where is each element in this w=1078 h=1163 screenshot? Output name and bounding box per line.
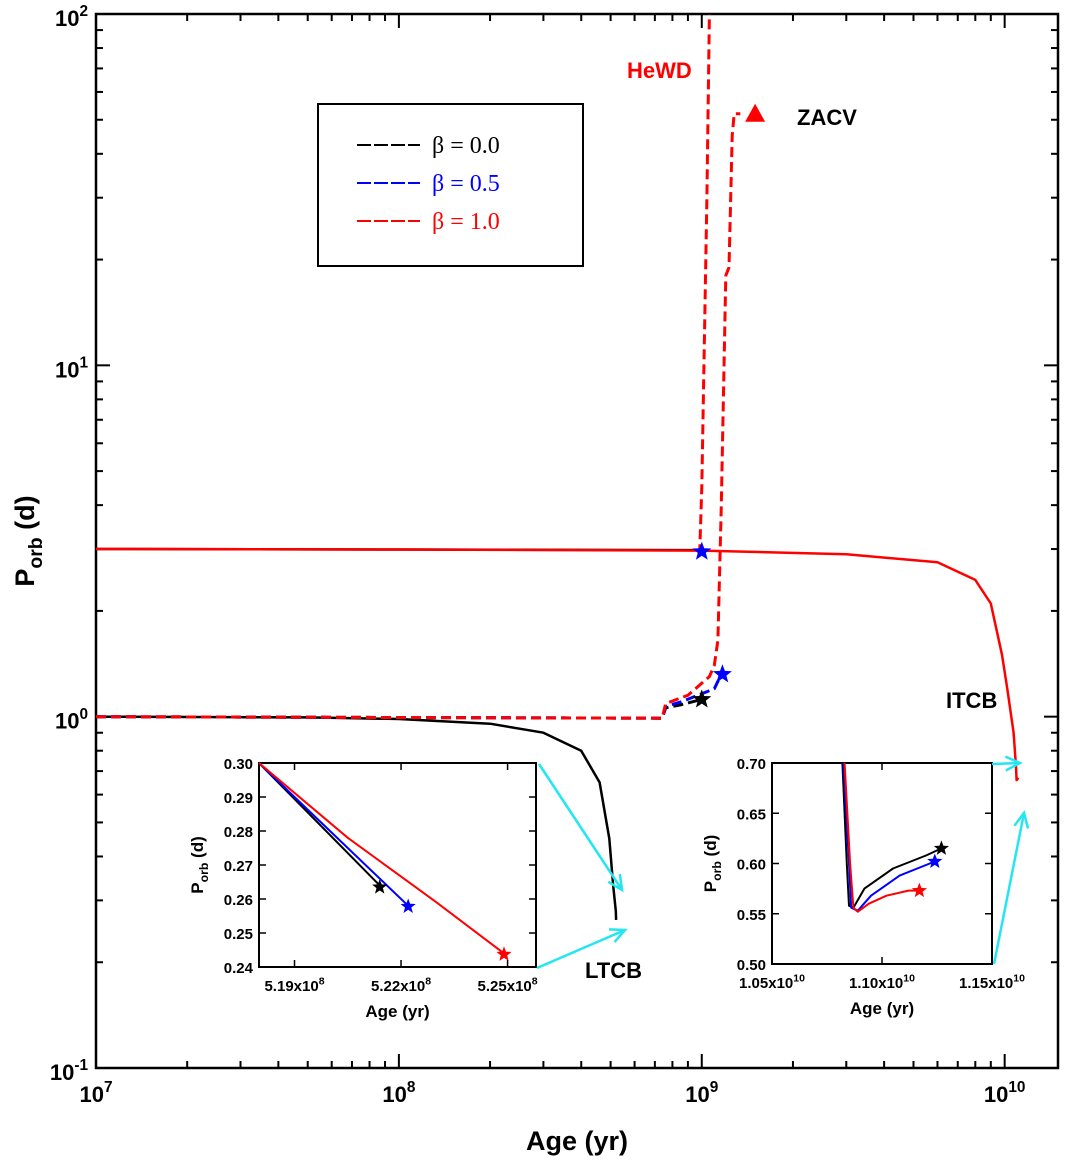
inset-marker <box>372 879 388 894</box>
main-chart: 107 108 109 1010 10-1 100 101 102 Age (yr) Porb (… <box>10 3 1060 1156</box>
inset-series-line <box>258 762 505 955</box>
inset-x-tick-label: 5.25x108 <box>478 975 538 995</box>
series-line <box>697 13 711 555</box>
inset-y-tick-label: 0.24 <box>224 960 254 977</box>
inset-y-axis-label: Porb (d) <box>188 836 211 894</box>
callout-arrowhead <box>608 928 628 943</box>
inset-y-tick-label: 0.29 <box>224 790 253 807</box>
callout-arrowhead <box>1004 755 1023 772</box>
inset-frame <box>258 762 537 968</box>
callout-arrow <box>992 812 1026 965</box>
inset-marker <box>927 853 943 868</box>
inset-x-axis-label: Age (yr) <box>850 999 914 1018</box>
inset-x-tick-label: 1.15x1010 <box>959 972 1025 992</box>
inset-frame <box>771 762 993 965</box>
inset-y-tick-label: 0.65 <box>737 806 766 823</box>
y-tick-label: 100 <box>55 706 88 734</box>
callout-arrow <box>991 761 1021 766</box>
marker <box>692 541 712 560</box>
x-tick-label: 107 <box>79 1079 112 1107</box>
series-line <box>95 697 703 720</box>
annotation-label: ZACV <box>797 105 857 130</box>
callout-arrow <box>537 763 624 891</box>
inset-marker <box>496 946 512 961</box>
legend-label: β = 0.0 <box>432 133 500 159</box>
callout-arrowhead <box>607 873 624 893</box>
inset-marker <box>911 882 927 898</box>
x-axis-label: Age (yr) <box>526 1126 628 1156</box>
inset-series-line <box>843 762 920 913</box>
x-tick-label: 108 <box>382 1079 415 1107</box>
series-line <box>95 673 723 720</box>
inset-y-axis-label: Porb (d) <box>701 835 724 893</box>
inset-x-tick-label: 5.19x108 <box>264 975 324 995</box>
legend-box <box>317 103 584 267</box>
inset-y-tick-label: 0.28 <box>224 824 253 841</box>
annotation-label: ITCB <box>946 688 997 713</box>
callout-arrows <box>536 755 1030 970</box>
x-tick-label: 1010 <box>984 1079 1026 1107</box>
inset-y-tick-label: 0.70 <box>737 756 766 773</box>
marker <box>692 689 712 708</box>
inset-y-tick-label: 0.50 <box>737 957 766 974</box>
inset-y-tick-label: 0.30 <box>224 756 253 773</box>
inset-y-tick-label: 0.26 <box>224 892 253 909</box>
x-tick-label: 109 <box>685 1079 718 1107</box>
callout-arrow <box>536 928 626 970</box>
inset-x-tick-label: 5.22x108 <box>371 975 431 995</box>
annotation-label: HeWD <box>627 58 692 83</box>
inset-x-tick-label: 1.10x1010 <box>849 972 915 992</box>
y-tick-label: 102 <box>55 3 88 31</box>
inset-series-line <box>841 762 942 909</box>
inset-left-chart: 0.24 0.25 0.26 0.27 0.28 0.29 0.30 5.19x108 5.22… <box>188 756 538 1021</box>
callout-arrowhead <box>1013 810 1030 829</box>
inset-marker <box>400 898 416 913</box>
inset-x-axis-label: Age (yr) <box>365 1002 429 1021</box>
legend: β = 0.0 β = 0.5 β = 1.0 <box>317 103 584 267</box>
inset-marker <box>933 840 949 855</box>
inset-y-tick-label: 0.55 <box>737 907 766 924</box>
marker <box>745 103 766 122</box>
annotations: HeWD ZACV ITCB LTCB <box>585 58 997 983</box>
inset-y-tick-label: 0.27 <box>224 858 253 875</box>
y-axis-label: Porb (d) <box>10 495 47 586</box>
inset-series-line <box>258 762 409 907</box>
series-line <box>95 112 741 720</box>
inset-y-tick-label: 0.60 <box>737 857 766 874</box>
series-line <box>95 547 1020 782</box>
y-tick-label: 101 <box>55 354 88 382</box>
plot-frame <box>94 12 1060 1070</box>
legend-label: β = 0.5 <box>432 171 500 197</box>
annotation-label: LTCB <box>585 958 642 983</box>
y-tick-label: 10-1 <box>50 1057 89 1085</box>
inset-x-tick-label: 1.05x1010 <box>739 972 805 992</box>
legend-label: β = 1.0 <box>432 209 500 235</box>
inset-y-tick-label: 0.25 <box>224 926 253 943</box>
marker <box>712 664 732 683</box>
inset-right-chart: 0.50 0.55 0.60 0.65 0.70 1.05x1010 1.10x1010 1.… <box>701 756 1025 1018</box>
